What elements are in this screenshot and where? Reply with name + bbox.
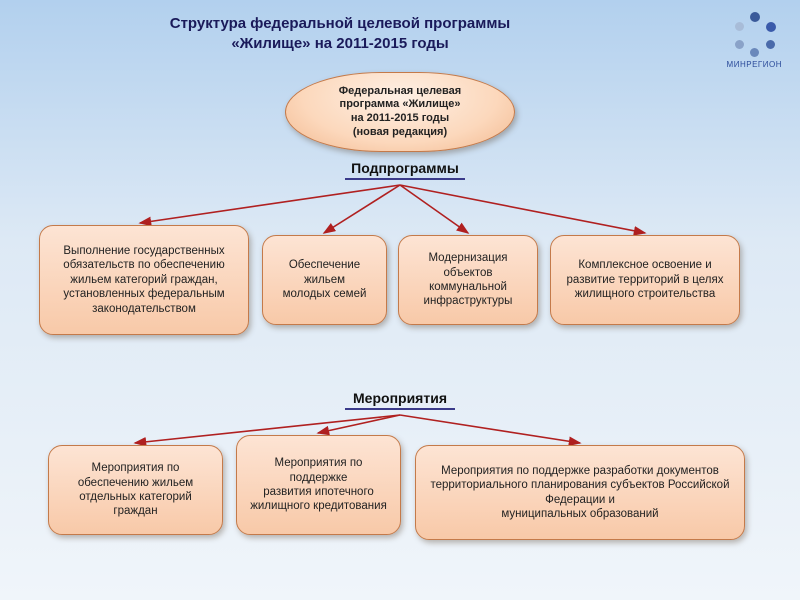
subprogram-node-2: Модернизация объектов коммунальной инфра… [398,235,538,325]
page-title: Структура федеральной целевой программы … [0,14,680,53]
logo-dot [735,22,744,31]
logo-dot [750,48,759,57]
title-line1: Структура федеральной целевой программы [170,15,510,32]
logo-dot [766,40,775,49]
section-label-activities: Мероприятия [345,390,455,410]
logo-dot [735,40,744,49]
activity-node-1: Мероприятия по поддержке развития ипотеч… [236,435,401,535]
subprogram-node-3: Комплексное освоение и развитие территор… [550,235,740,325]
logo-block: МИНРЕГИОН [727,10,782,69]
root-node: Федеральная целевая программа «Жилище» н… [285,72,515,152]
subprogram-node-0: Выполнение государственных обязательств … [39,225,249,335]
ministry-logo-icon [730,10,778,58]
logo-dot [750,12,760,22]
activity-node-0: Мероприятия по обеспечению жильем отдель… [48,445,223,535]
section-label-subprograms: Подпрограммы [345,160,465,180]
title-line2: «Жилище» на 2011-2015 годы [231,35,448,52]
logo-label: МИНРЕГИОН [727,60,782,69]
logo-dot [766,22,776,32]
subprogram-node-1: Обеспечение жильем молодых семей [262,235,387,325]
activity-node-2: Мероприятия по поддержке разработки доку… [415,445,745,540]
